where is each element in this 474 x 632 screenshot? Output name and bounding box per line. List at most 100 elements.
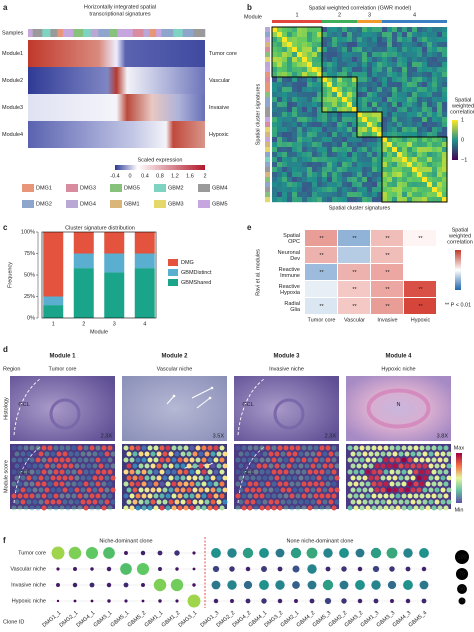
correlation-cell bbox=[352, 82, 358, 88]
dot bbox=[103, 547, 115, 559]
correlation-cell bbox=[377, 92, 383, 98]
module-block bbox=[271, 26, 323, 78]
correlation-cell bbox=[407, 147, 413, 153]
correlation-cell bbox=[277, 62, 283, 68]
correlation-cell bbox=[407, 57, 413, 63]
score-spot bbox=[247, 445, 253, 451]
correlation-cell bbox=[322, 192, 328, 198]
score-spot bbox=[301, 505, 307, 511]
correlation-cell bbox=[367, 172, 373, 178]
score-spot bbox=[377, 457, 383, 463]
score-spot bbox=[59, 457, 65, 463]
correlation-cell bbox=[322, 137, 328, 143]
score-spot bbox=[126, 463, 132, 469]
score-spot bbox=[213, 457, 219, 463]
score-spot bbox=[289, 505, 295, 511]
correlation-cell bbox=[352, 102, 358, 108]
score-spot bbox=[307, 505, 313, 511]
significance-label: ** bbox=[352, 270, 357, 276]
score-spot bbox=[292, 475, 298, 481]
correlation-cell bbox=[382, 167, 388, 173]
legend-label: GBMDistinct bbox=[181, 270, 212, 276]
correlation-cell bbox=[347, 152, 353, 158]
correlation-cell bbox=[352, 172, 358, 178]
correlation-cell bbox=[417, 147, 423, 153]
correlation-cell bbox=[357, 102, 363, 108]
score-spot bbox=[159, 505, 165, 511]
score-spot bbox=[401, 481, 407, 487]
score-spot bbox=[259, 445, 265, 451]
correlation-cell bbox=[427, 37, 433, 43]
score-spot bbox=[156, 463, 162, 469]
correlation-cell bbox=[437, 182, 443, 188]
correlation-cell bbox=[382, 192, 388, 198]
sample-strip bbox=[265, 127, 270, 133]
score-spot bbox=[35, 481, 41, 487]
correlation-cell bbox=[347, 167, 353, 173]
score-spot bbox=[274, 487, 280, 493]
correlation-cell bbox=[357, 92, 363, 98]
correlation-cell bbox=[432, 52, 438, 58]
dot bbox=[275, 548, 285, 558]
correlation-cell bbox=[337, 122, 343, 128]
correlation-cell bbox=[322, 142, 328, 148]
score-spot bbox=[362, 451, 368, 457]
correlation-cell bbox=[382, 32, 388, 38]
region-header: Tumor core bbox=[49, 366, 77, 372]
correlation-cell bbox=[442, 147, 448, 153]
correlation-cell bbox=[327, 112, 333, 118]
score-spot bbox=[50, 487, 56, 493]
score-spot bbox=[201, 457, 207, 463]
colorbar-tick: −1 bbox=[461, 157, 467, 163]
correlation-cell bbox=[362, 57, 368, 63]
correlation-cell bbox=[392, 127, 398, 133]
score-spot bbox=[92, 463, 98, 469]
correlation-cell bbox=[297, 172, 303, 178]
dot bbox=[51, 546, 65, 560]
correlation-cell bbox=[337, 142, 343, 148]
correlation-cell bbox=[422, 92, 428, 98]
score-spot bbox=[280, 487, 286, 493]
row-label: Radial bbox=[284, 301, 300, 307]
correlation-cell bbox=[362, 92, 368, 98]
score-spot bbox=[38, 487, 44, 493]
score-spot bbox=[331, 481, 337, 487]
score-spot bbox=[422, 475, 428, 481]
correlation-cell bbox=[287, 47, 293, 53]
correlation-cell bbox=[332, 77, 338, 83]
correlation-cell bbox=[312, 137, 318, 143]
correlation-cell bbox=[412, 77, 418, 83]
correlation-cell bbox=[357, 107, 363, 113]
score-spot bbox=[241, 481, 247, 487]
correlation-cell bbox=[442, 97, 448, 103]
correlation-cell bbox=[427, 112, 433, 118]
score-spot bbox=[59, 481, 65, 487]
correlation-cell bbox=[327, 92, 333, 98]
score-spot bbox=[153, 457, 159, 463]
correlation-cell bbox=[302, 142, 308, 148]
correlation-cell bbox=[347, 62, 353, 68]
correlation-cell bbox=[322, 97, 328, 103]
correlation-cell bbox=[327, 122, 333, 128]
correlation-cell bbox=[272, 87, 278, 93]
correlation-cell bbox=[322, 32, 328, 38]
score-spot bbox=[431, 493, 437, 499]
score-spot bbox=[419, 457, 425, 463]
correlation-cell bbox=[437, 27, 443, 33]
sample-strip bbox=[265, 87, 270, 93]
correlation-cell bbox=[352, 77, 358, 83]
score-spot bbox=[129, 505, 135, 511]
correlation-cell bbox=[317, 172, 323, 178]
correlation-cell bbox=[292, 192, 298, 198]
correlation-cell bbox=[322, 52, 328, 58]
correlation-cell bbox=[367, 137, 373, 143]
score-spot bbox=[316, 475, 322, 481]
correlation-cell bbox=[337, 97, 343, 103]
tissue-feature bbox=[273, 398, 305, 430]
sample-strip bbox=[117, 29, 127, 37]
score-spot bbox=[398, 475, 404, 481]
correlation-cell bbox=[272, 102, 278, 108]
correlation-cell bbox=[297, 182, 303, 188]
correlation-cell bbox=[287, 192, 293, 198]
correlation-cell bbox=[292, 177, 298, 183]
